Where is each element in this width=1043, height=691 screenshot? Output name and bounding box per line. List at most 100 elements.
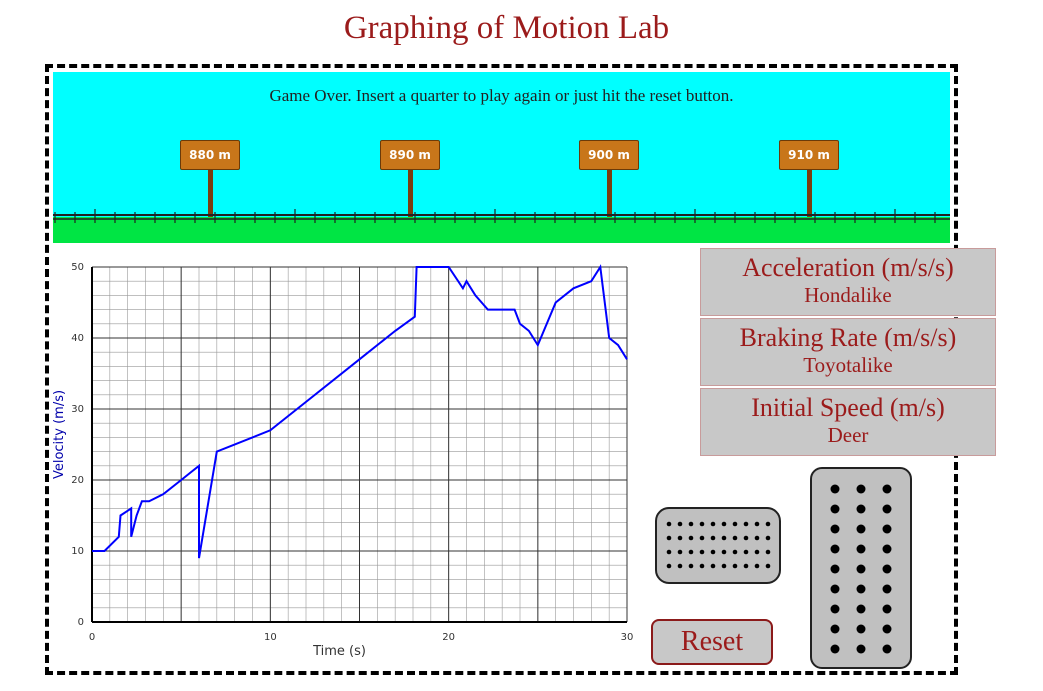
gas-tread-dot: [882, 584, 892, 594]
sign-post: [208, 170, 213, 234]
brake-tread-dot: [677, 535, 683, 541]
gas-tread-dot: [830, 604, 840, 614]
acceleration-value: Hondalike: [804, 283, 892, 307]
y-tick-label: 0: [78, 617, 84, 628]
distance-sign-880: 880 m: [180, 140, 240, 170]
brake-tread-dot: [732, 563, 738, 569]
gas-tread-dot: [856, 504, 866, 514]
braking-rate-panel[interactable]: Braking Rate (m/s/s) Toyotalike: [700, 318, 996, 386]
gas-tread-dot: [830, 624, 840, 634]
brake-tread-dot: [699, 549, 705, 555]
gas-tread-dot: [830, 504, 840, 514]
x-axis-label: Time (s): [312, 644, 366, 659]
acceleration-panel[interactable]: Acceleration (m/s/s) Hondalike: [700, 248, 996, 316]
initial-speed-value: Deer: [827, 423, 869, 447]
brake-tread-dot: [743, 521, 749, 527]
velocity-series-line: [92, 264, 628, 559]
brake-tread-dot: [743, 563, 749, 569]
grass-strip: [53, 217, 950, 243]
brake-tread-dot: [732, 549, 738, 555]
x-tick-label: 10: [264, 632, 277, 643]
brake-tread-dot: [754, 535, 760, 541]
brake-tread-dot: [743, 535, 749, 541]
brake-tread-dot: [765, 563, 771, 569]
gas-tread-dot: [882, 524, 892, 534]
gas-tread-dot: [856, 644, 866, 654]
y-tick-label: 10: [71, 546, 84, 557]
gas-pedal-button[interactable]: [810, 467, 912, 669]
gas-tread-dot: [830, 584, 840, 594]
brake-tread-dot: [699, 521, 705, 527]
gas-tread-dot: [856, 564, 866, 574]
fence: [53, 209, 950, 223]
velocity-time-chart: 0 10 20 30 0 10 20 30 40 50 Time (s) Velocity (m/s): [52, 262, 634, 659]
sign-post: [607, 170, 612, 234]
gas-tread-dot: [856, 584, 866, 594]
gas-tread-dot: [856, 524, 866, 534]
brake-tread-dot: [666, 535, 672, 541]
distance-sign-900: 900 m: [579, 140, 639, 170]
initial-speed-label: Initial Speed (m/s): [751, 393, 945, 422]
brake-tread-dot: [710, 521, 716, 527]
brake-tread-dot: [688, 535, 694, 541]
x-tick-label: 20: [442, 632, 455, 643]
brake-pedal-button[interactable]: [655, 507, 781, 584]
gas-tread-dot: [882, 644, 892, 654]
brake-tread-dot: [721, 521, 727, 527]
gas-tread-dot: [856, 544, 866, 554]
distance-sign-910: 910 m: [779, 140, 839, 170]
sky-scene: Game Over. Insert a quarter to play agai…: [53, 72, 950, 234]
brake-tread-dot: [699, 535, 705, 541]
gas-tread-dot: [830, 564, 840, 574]
brake-tread-dot: [666, 549, 672, 555]
gas-tread-dot: [830, 524, 840, 534]
brake-tread-dot: [677, 549, 683, 555]
page-title: Graphing of Motion Lab: [343, 10, 670, 46]
brake-tread-dot: [765, 535, 771, 541]
brake-tread-dot: [721, 563, 727, 569]
gas-tread-dot: [882, 504, 892, 514]
gas-tread-dot: [856, 604, 866, 614]
brake-tread-dot: [721, 535, 727, 541]
y-axis-label: Velocity (m/s): [52, 390, 67, 479]
gas-tread-dot: [830, 544, 840, 554]
brake-tread-dot: [721, 549, 727, 555]
brake-tread-dot: [754, 563, 760, 569]
brake-tread-dot: [677, 521, 683, 527]
brake-tread-dot: [688, 563, 694, 569]
brake-tread-dot: [754, 549, 760, 555]
brake-tread-dot: [666, 521, 672, 527]
brake-tread-dot: [666, 563, 672, 569]
gas-tread-dot: [882, 624, 892, 634]
brake-tread-dot: [699, 563, 705, 569]
gas-tread-dot: [856, 484, 866, 494]
x-tick-label: 30: [621, 632, 634, 643]
braking-rate-label: Braking Rate (m/s/s): [739, 323, 957, 352]
game-frame: Game Over. Insert a quarter to play agai…: [45, 64, 996, 675]
distance-sign-890: 890 m: [380, 140, 440, 170]
sign-post: [807, 170, 812, 234]
brake-tread-dot: [710, 563, 716, 569]
initial-speed-panel[interactable]: Initial Speed (m/s) Deer: [700, 388, 996, 456]
y-tick-label: 50: [71, 262, 84, 273]
x-tick-label: 0: [89, 632, 95, 643]
y-tick-label: 40: [71, 333, 84, 344]
brake-tread-dot: [754, 521, 760, 527]
brake-tread-dot: [732, 535, 738, 541]
acceleration-label: Acceleration (m/s/s): [742, 253, 954, 282]
y-tick-label: 20: [71, 475, 84, 486]
gas-tread-dot: [830, 484, 840, 494]
brake-tread-dot: [732, 521, 738, 527]
game-over-message: Game Over. Insert a quarter to play agai…: [269, 86, 734, 105]
brake-tread-dot: [688, 521, 694, 527]
gas-tread-dot: [882, 484, 892, 494]
brake-tread-dot: [743, 549, 749, 555]
braking-rate-value: Toyotalike: [803, 353, 893, 377]
gas-tread-dot: [882, 544, 892, 554]
brake-tread-dot: [710, 535, 716, 541]
brake-tread-dot: [710, 549, 716, 555]
gas-tread-dot: [882, 604, 892, 614]
sign-post: [408, 170, 413, 234]
reset-button[interactable]: Reset: [651, 619, 773, 665]
gas-tread-dot: [882, 564, 892, 574]
